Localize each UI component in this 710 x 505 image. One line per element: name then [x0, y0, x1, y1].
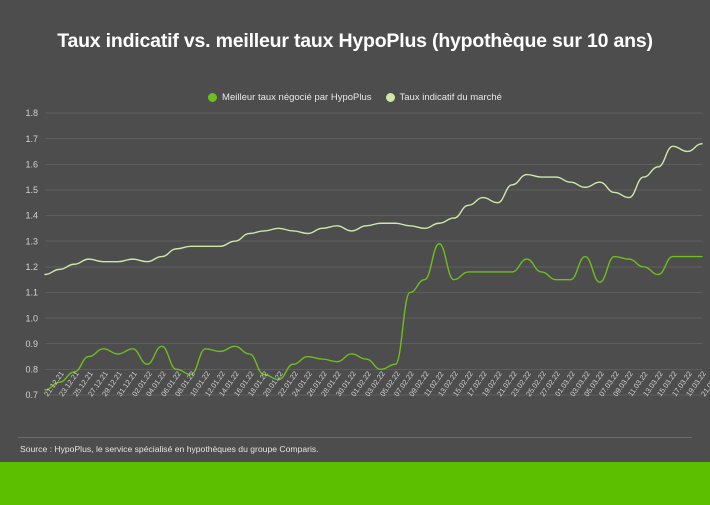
- line-chart-svg: 1.8 1.7 1.6 1.5 1.4 1.3 1.2 1.1 1.0 0.9 0.8 0.7: [25, 108, 703, 400]
- legend-item-hypoplus: Meilleur taux négocié par HypoPlus: [208, 92, 372, 103]
- y-axis-tick-label: 1.7: [25, 134, 38, 144]
- legend-item-market: Taux indicatif du marché: [385, 92, 502, 103]
- gridlines: [45, 112, 702, 396]
- plot-area: 1.8 1.7 1.6 1.5 1.4 1.3 1.2 1.1 1.0 0.9 0.8 0.7: [0, 105, 710, 405]
- x-axis-labels: 21.12.21 23.12.21 25.12.21 27.12.21 29.12.21…: [0, 369, 710, 439]
- footer-bar: c mparis.ch: [0, 462, 710, 505]
- footer-divider: [18, 437, 692, 438]
- y-axis-labels: 1.8 1.7 1.6 1.5 1.4 1.3 1.2 1.1 1.0 0.9 0.8 0.7: [25, 108, 38, 400]
- source-note: Source : HypoPlus, le service spécialisé…: [20, 444, 319, 454]
- y-axis-tick-label: 1.0: [25, 313, 38, 323]
- y-axis-tick-label: 1.3: [25, 236, 38, 246]
- legend-dot-icon: [208, 93, 218, 102]
- legend-label-market: Taux indicatif du marché: [399, 92, 502, 103]
- y-axis-tick-label: 1.1: [25, 288, 38, 298]
- chart-legend: Meilleur taux négocié par HypoPlus Taux …: [0, 92, 710, 103]
- series-line: [44, 143, 703, 276]
- y-axis-tick-label: 1.6: [25, 159, 38, 169]
- y-axis-tick-label: 0.8: [25, 365, 38, 375]
- y-axis-tick-label: 1.4: [25, 211, 38, 221]
- page-title: Taux indicatif vs. meilleur taux HypoPlu…: [57, 30, 653, 52]
- series-line: [44, 243, 703, 391]
- y-axis-tick-label: 1.5: [25, 185, 38, 195]
- legend-dot-icon: [385, 93, 395, 102]
- y-axis-tick-label: 1.2: [25, 262, 38, 272]
- series-lines: [44, 143, 703, 391]
- legend-label-hypoplus: Meilleur taux négocié par HypoPlus: [222, 92, 372, 103]
- y-axis-tick-label: 0.9: [25, 339, 38, 349]
- y-axis-tick-label: 1.8: [25, 108, 38, 118]
- y-axis-tick-label: 0.7: [25, 390, 38, 400]
